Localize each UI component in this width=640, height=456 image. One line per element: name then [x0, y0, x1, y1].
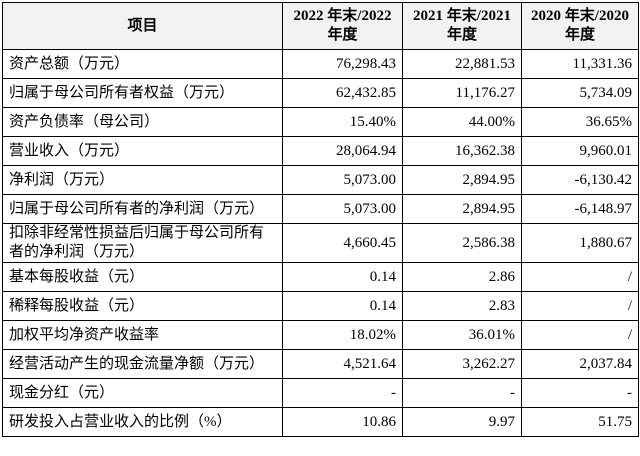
value-cell: 2.83: [402, 291, 522, 321]
row-label: 归属于母公司所有者的净利润（万元）: [2, 194, 283, 224]
value-cell: 76,298.43: [282, 49, 403, 79]
value-cell: 16,362.38: [402, 136, 522, 166]
value-cell: 2,894.95: [402, 194, 522, 224]
value-cell: 2,586.38: [402, 223, 522, 263]
value-cell: -6,148.97: [521, 194, 639, 224]
row-label: 稀释每股收益（元）: [2, 291, 283, 321]
value-cell: 5,073.00: [282, 165, 403, 195]
value-cell: 0.14: [282, 262, 403, 292]
value-cell: -: [282, 378, 403, 408]
value-cell: 36.01%: [402, 320, 522, 350]
table-row: 基本每股收益（元） 0.14 2.86/: [2, 262, 639, 292]
value-cell: 2,894.95: [402, 165, 522, 195]
value-cell: 18.02%: [282, 320, 403, 350]
value-cell: 9,960.01: [521, 136, 639, 166]
table-row: 稀释每股收益（元） 0.14 2.83/: [2, 291, 639, 321]
table-row: 归属于母公司所有者的净利润（万元） 5,073.00 2,894.95 -6,148.…: [2, 194, 639, 224]
row-label: 资产负债率（母公司）: [2, 107, 283, 137]
value-cell: 10.86: [282, 407, 403, 437]
table-body: 资产总额（万元） 76,298.43 22,881.53 11,331.36 归属于母公…: [2, 49, 639, 437]
value-cell: 15.40%: [282, 107, 403, 137]
row-label: 营业收入（万元）: [2, 136, 283, 166]
financial-table: 项目 2022 年末/2022 年度 2021 年末/2021 年度 2020 年末/…: [2, 2, 639, 437]
row-label: 经营活动产生的现金流量净额（万元）: [2, 349, 283, 379]
value-cell: -: [521, 378, 639, 408]
table-row: 经营活动产生的现金流量净额（万元） 4,521.64 3,262.27 2,037.8…: [2, 349, 639, 379]
value-cell: -: [402, 378, 522, 408]
row-label: 资产总额（万元）: [2, 49, 283, 79]
table-row: 现金分红（元） - - -: [2, 378, 639, 408]
value-cell: 44.00%: [402, 107, 522, 137]
row-label: 基本每股收益（元）: [2, 262, 283, 292]
table-row: 归属于母公司所有者权益（万元） 62,432.85 11,176.27 5,734.0…: [2, 78, 639, 108]
row-label: 归属于母公司所有者权益（万元）: [2, 78, 283, 108]
value-cell: 28,064.94: [282, 136, 403, 166]
row-label: 研发投入占营业收入的比例（%）: [2, 407, 283, 437]
value-cell: 4,660.45: [282, 223, 403, 263]
header-cell: 2020 年末/2020 年度: [521, 2, 639, 50]
value-cell: 36.65%: [521, 107, 639, 137]
header-cell: 2021 年末/2021 年度: [402, 2, 522, 50]
value-cell: 2,037.84: [521, 349, 639, 379]
row-label: 扣除非经常性损益后归属于母公司所有者的净利润（万元）: [2, 223, 283, 263]
value-cell: 5,734.09: [521, 78, 639, 108]
table-row: 营业收入（万元） 28,064.94 16,362.38 9,960.01: [2, 136, 639, 166]
table-row: 加权平均净资产收益率 18.02% 36.01% /: [2, 320, 639, 350]
value-cell: 5,073.00: [282, 194, 403, 224]
value-cell: 3,262.27: [402, 349, 522, 379]
value-cell: 62,432.85: [282, 78, 403, 108]
value-cell: 11,176.27: [402, 78, 522, 108]
table-row: 净利润（万元） 5,073.00 2,894.95 -6,130.42: [2, 165, 639, 195]
value-cell: 0.14: [282, 291, 403, 321]
row-label: 现金分红（元）: [2, 378, 283, 408]
value-cell: 51.75: [521, 407, 639, 437]
table-row: 研发投入占营业收入的比例（%） 10.86 9.97 51.75: [2, 407, 639, 437]
row-label: 加权平均净资产收益率: [2, 320, 283, 350]
header-cell: 2022 年末/2022 年度: [282, 2, 403, 50]
table-row: 资产负债率（母公司） 15.40% 44.00% 36.65%: [2, 107, 639, 137]
value-cell: -6,130.42: [521, 165, 639, 195]
header-cell: 项目: [2, 2, 283, 50]
header-row: 项目 2022 年末/2022 年度 2021 年末/2021 年度 2020 年末/…: [2, 2, 639, 50]
value-cell: 22,881.53: [402, 49, 522, 79]
table-row: 资产总额（万元） 76,298.43 22,881.53 11,331.36: [2, 49, 639, 79]
value-cell: /: [521, 291, 639, 321]
value-cell: 1,880.67: [521, 223, 639, 263]
value-cell: 4,521.64: [282, 349, 403, 379]
row-label: 净利润（万元）: [2, 165, 283, 195]
table-row: 扣除非经常性损益后归属于母公司所有者的净利润（万元） 4,660.45 2,586.…: [2, 223, 639, 263]
value-cell: 11,331.36: [521, 49, 639, 79]
value-cell: 2.86: [402, 262, 522, 292]
value-cell: /: [521, 320, 639, 350]
value-cell: /: [521, 262, 639, 292]
value-cell: 9.97: [402, 407, 522, 437]
